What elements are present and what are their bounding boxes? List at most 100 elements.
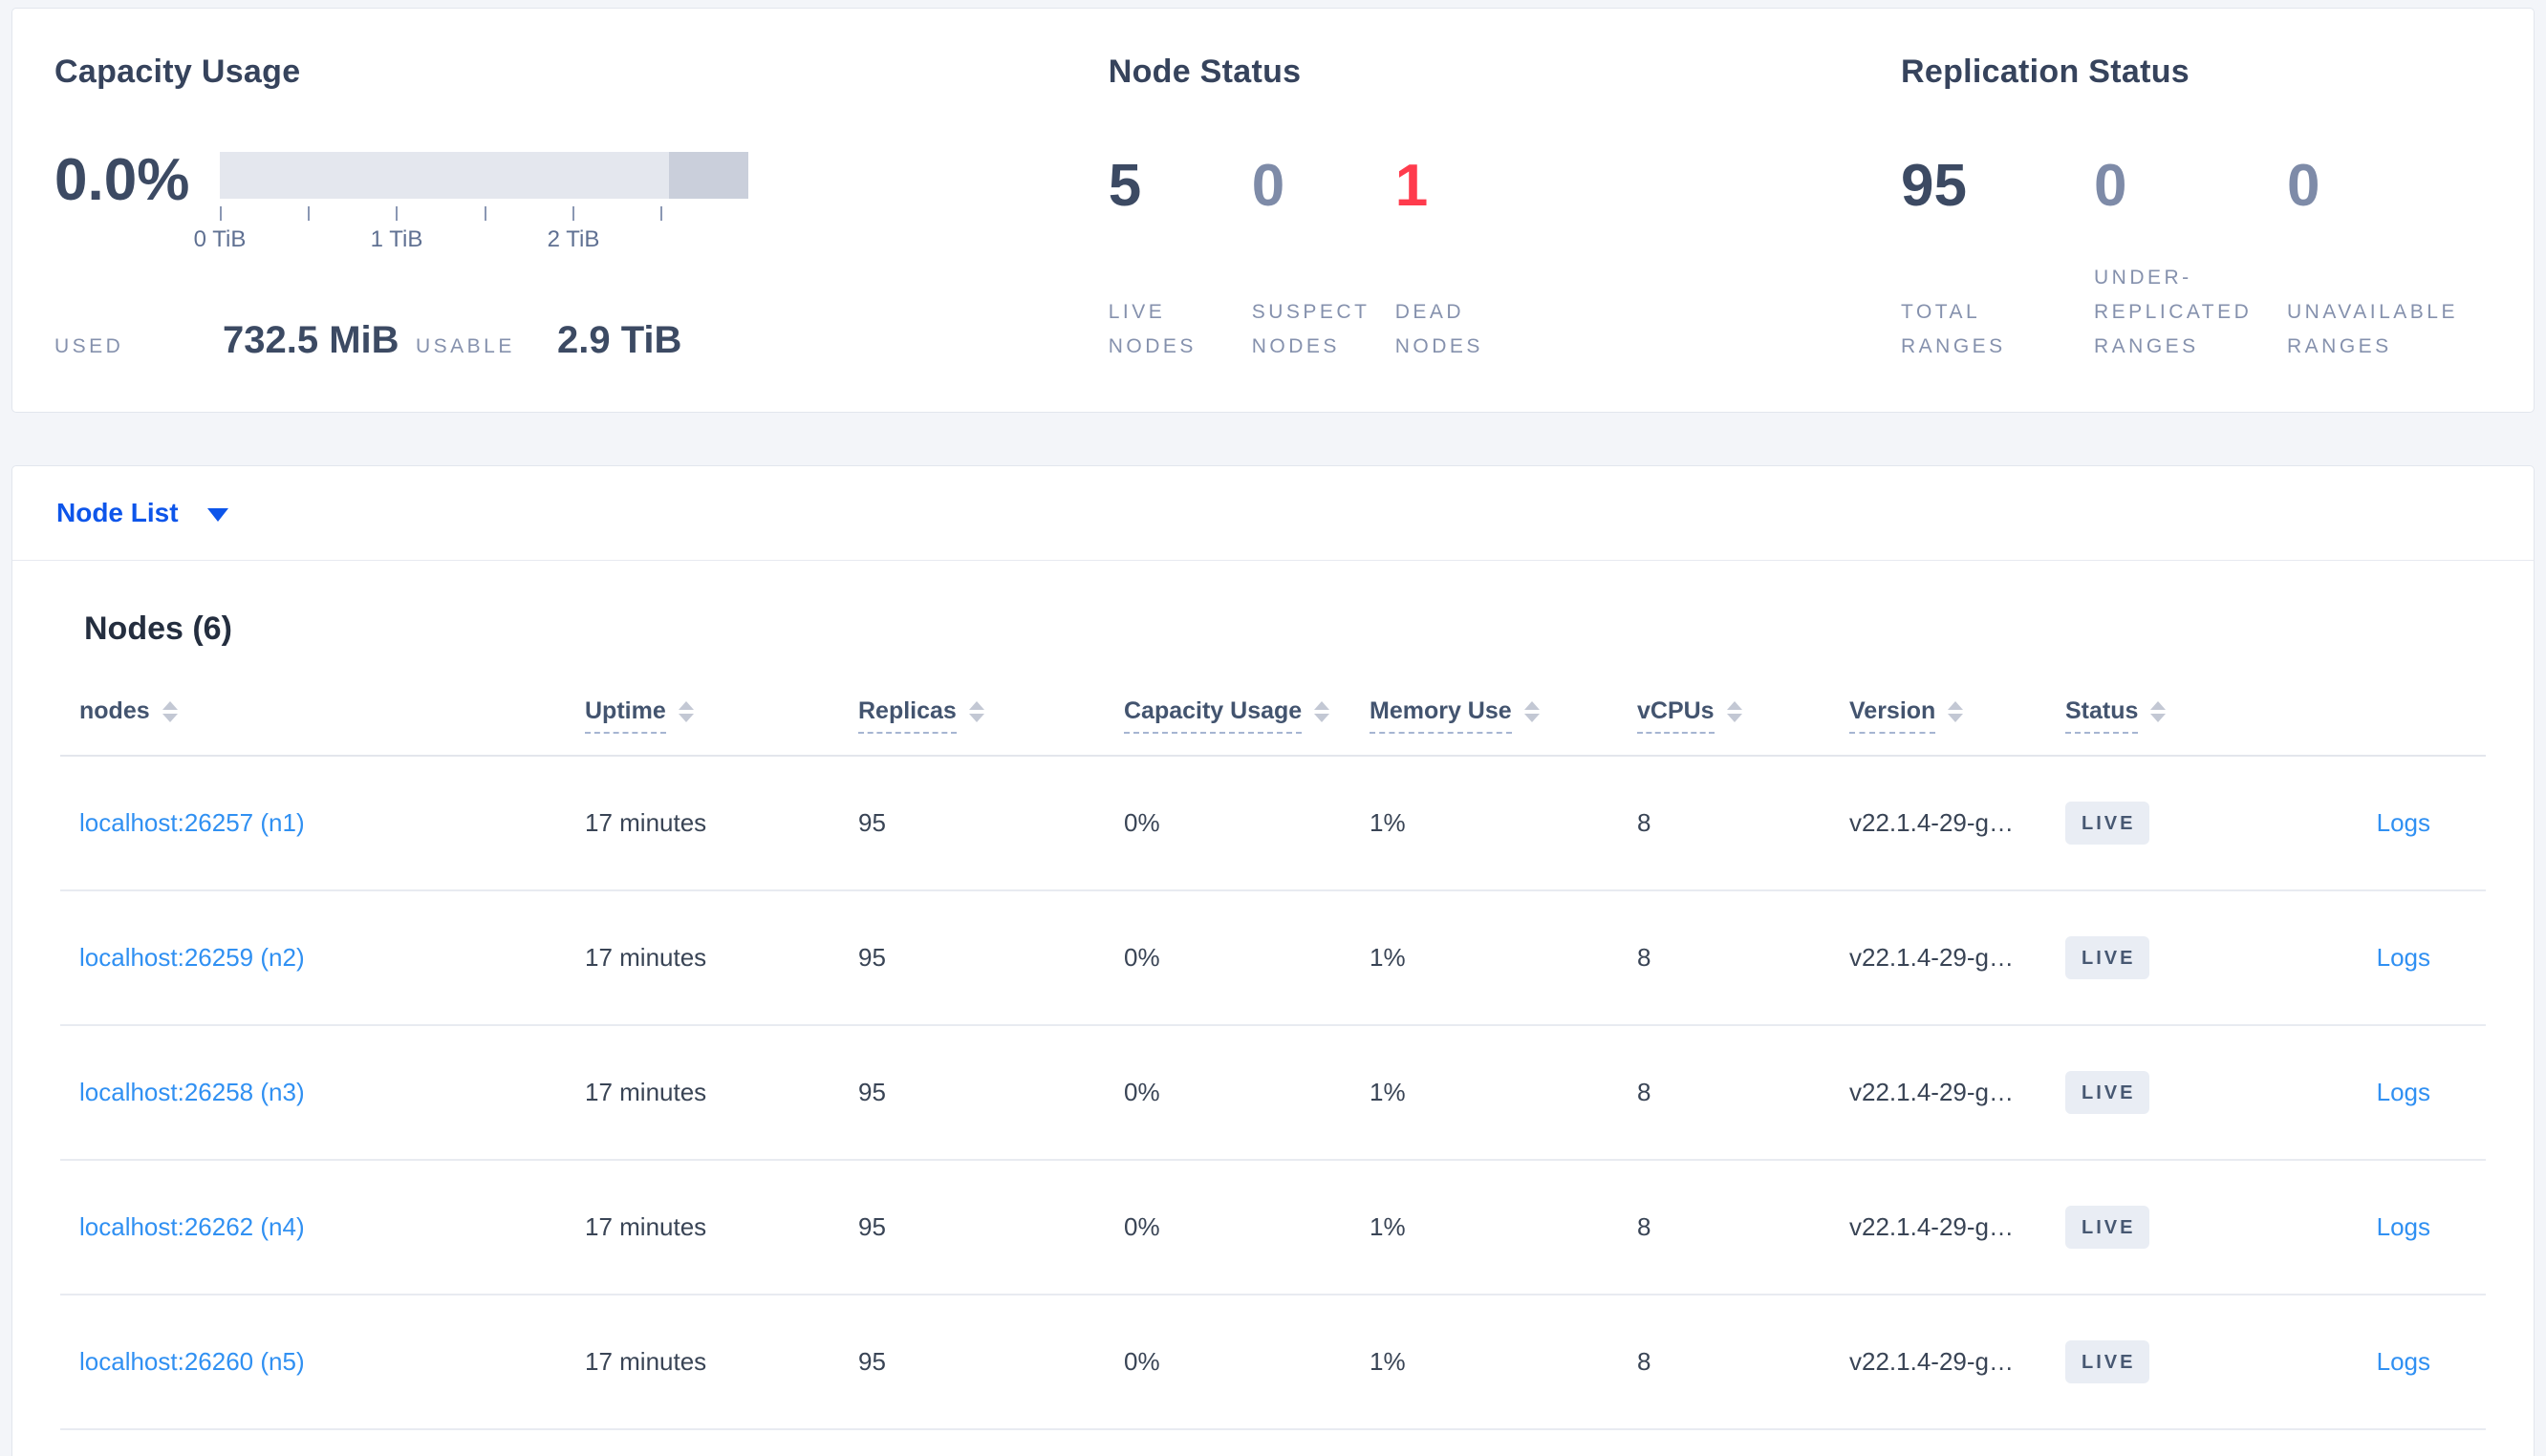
cell-version: v22.1.4-29-g… xyxy=(1849,1078,2014,1106)
replication-status-title: Replication Status xyxy=(1901,54,2190,90)
cell-logs: Logs xyxy=(2289,1212,2486,1242)
logs-link[interactable]: Logs xyxy=(2376,943,2430,972)
cell-replicas: 95 xyxy=(858,1212,886,1241)
column-header-replicas[interactable]: Replicas xyxy=(858,697,1124,734)
column-header-nodes[interactable]: nodes xyxy=(60,697,585,732)
sort-icon[interactable] xyxy=(1948,701,1964,722)
column-header-status[interactable]: Status xyxy=(2065,697,2289,734)
cell-capacity: 0% xyxy=(1124,1078,1160,1106)
nodes-table-body: localhost:26257 (n1) 17 minutes 95 0% 1% 8 v22… xyxy=(60,757,2486,1430)
sort-asc-arrow-icon xyxy=(678,701,694,710)
chevron-down-icon xyxy=(206,508,228,522)
nodes-table-title: Nodes (6) xyxy=(84,610,232,647)
node-link[interactable]: localhost:26262 (n4) xyxy=(79,1212,305,1241)
node-link[interactable]: localhost:26260 (n5) xyxy=(79,1347,305,1376)
summary-stat: 95 TOTAL RANGES xyxy=(1901,154,2094,364)
live-status-badge: LIVE xyxy=(2065,802,2150,845)
view-selector-dropdown[interactable]: Node List xyxy=(12,466,2534,561)
cell-capacity: 0% xyxy=(1124,1347,1160,1376)
logs-link[interactable]: Logs xyxy=(2376,1347,2430,1376)
view-selector-label[interactable]: Node List xyxy=(56,498,179,527)
logs-link[interactable]: Logs xyxy=(2376,808,2430,837)
live-status-badge: LIVE xyxy=(2065,1206,2150,1249)
usable-label: USABLE xyxy=(416,335,515,357)
used-label: USED xyxy=(54,335,124,357)
sort-asc-arrow-icon xyxy=(1314,701,1330,710)
sort-desc-arrow-icon xyxy=(1314,714,1330,722)
cell-memory: 1% xyxy=(1370,1212,1406,1241)
column-header-uptime[interactable]: Uptime xyxy=(585,697,858,734)
column-header-label: Version xyxy=(1849,697,1936,734)
sort-icon[interactable] xyxy=(1314,701,1330,722)
summary-stat-value: 0 xyxy=(2094,153,2127,219)
cell-status: LIVE xyxy=(2065,1206,2289,1249)
column-header-capacity-usage[interactable]: Capacity Usage xyxy=(1124,697,1370,734)
node-link[interactable]: localhost:26258 (n3) xyxy=(79,1078,305,1106)
summary-stat-value: 0 xyxy=(2287,153,2320,219)
used-value: 732.5 MiB xyxy=(223,319,399,361)
cell-replicas: 95 xyxy=(858,1347,886,1376)
logs-link[interactable]: Logs xyxy=(2376,1212,2430,1241)
live-status-badge: LIVE xyxy=(2065,936,2150,979)
cell-logs: Logs xyxy=(2289,808,2486,838)
cell-vcpus: 8 xyxy=(1637,943,1651,972)
node-link[interactable]: localhost:26257 (n1) xyxy=(79,808,305,837)
column-header-label: vCPUs xyxy=(1637,697,1715,734)
summary-stat-label: DEAD NODES xyxy=(1394,301,1483,357)
capacity-axis-tick-label: 1 TiB xyxy=(370,226,423,252)
cell-memory: 1% xyxy=(1370,1347,1406,1376)
logs-link[interactable]: Logs xyxy=(2376,1078,2430,1106)
table-row: localhost:26257 (n1) 17 minutes 95 0% 1% 8 v22… xyxy=(60,757,2486,891)
replication-status-section: Replication Status 95 TOTAL RANGES 0 UNDER-… xyxy=(1901,53,2480,364)
sort-icon[interactable] xyxy=(1523,701,1540,722)
cell-replicas: 95 xyxy=(858,808,886,837)
cell-memory: 1% xyxy=(1370,943,1406,972)
cell-status: LIVE xyxy=(2065,1340,2289,1383)
summary-stat: 0 UNDER-REPLICATED RANGES xyxy=(2094,154,2287,364)
capacity-summary-line: USED 732.5 MiB USABLE 2.9 TiB xyxy=(54,319,1109,364)
capacity-axis-tick xyxy=(660,206,662,221)
capacity-axis-tick xyxy=(572,206,574,221)
summary-stat-label: UNAVAILABLE RANGES xyxy=(2287,301,2458,357)
cluster-summary-card: Capacity Usage 0.0% 0 TiB 1 TiB 2 TiB USED… xyxy=(11,8,2535,413)
cell-memory: 1% xyxy=(1370,1078,1406,1106)
cell-version: v22.1.4-29-g… xyxy=(1849,943,2014,972)
summary-stat-value: 1 xyxy=(1394,153,1429,219)
column-header-vcpus[interactable]: vCPUs xyxy=(1637,697,1849,734)
column-header-version[interactable]: Version xyxy=(1849,697,2065,734)
summary-stat-label: UNDER-REPLICATED RANGES xyxy=(2094,267,2253,357)
cell-memory: 1% xyxy=(1370,808,1406,837)
capacity-axis-tick xyxy=(396,206,398,221)
sort-desc-arrow-icon xyxy=(1523,714,1540,722)
sort-icon[interactable] xyxy=(1726,701,1742,722)
cell-capacity: 0% xyxy=(1124,1212,1160,1241)
usable-value: 2.9 TiB xyxy=(557,319,682,361)
cell-version: v22.1.4-29-g… xyxy=(1849,1212,2014,1241)
sort-icon[interactable] xyxy=(678,701,694,722)
nodes-table-header: nodes Uptime Replicas Capacity Usage Memory … xyxy=(60,697,2486,757)
cell-node: localhost:26257 (n1) xyxy=(60,808,585,838)
cell-status: LIVE xyxy=(2065,802,2289,845)
cell-status: LIVE xyxy=(2065,1071,2289,1114)
column-header-memory-use[interactable]: Memory Use xyxy=(1370,697,1637,734)
sort-icon[interactable] xyxy=(968,701,984,722)
sort-asc-arrow-icon xyxy=(1523,701,1540,710)
capacity-percent-value: 0.0% xyxy=(54,147,190,213)
cell-replicas: 95 xyxy=(858,1078,886,1106)
sort-icon[interactable] xyxy=(162,701,178,722)
cell-status: LIVE xyxy=(2065,936,2289,979)
cell-vcpus: 8 xyxy=(1637,808,1651,837)
cell-uptime: 17 minutes xyxy=(585,1078,707,1106)
sort-desc-arrow-icon xyxy=(1948,714,1964,722)
summary-stat: 1 DEAD NODES xyxy=(1395,154,1539,364)
cell-node: localhost:26258 (n3) xyxy=(60,1078,585,1107)
sort-desc-arrow-icon xyxy=(2150,714,2167,722)
cell-node: localhost:26260 (n5) xyxy=(60,1347,585,1377)
cell-capacity: 0% xyxy=(1124,808,1160,837)
cell-capacity: 0% xyxy=(1124,943,1160,972)
sort-asc-arrow-icon xyxy=(2150,701,2167,710)
node-link[interactable]: localhost:26259 (n2) xyxy=(79,943,305,972)
sort-asc-arrow-icon xyxy=(1726,701,1742,710)
sort-icon[interactable] xyxy=(2150,701,2167,722)
sort-desc-arrow-icon xyxy=(678,714,694,722)
